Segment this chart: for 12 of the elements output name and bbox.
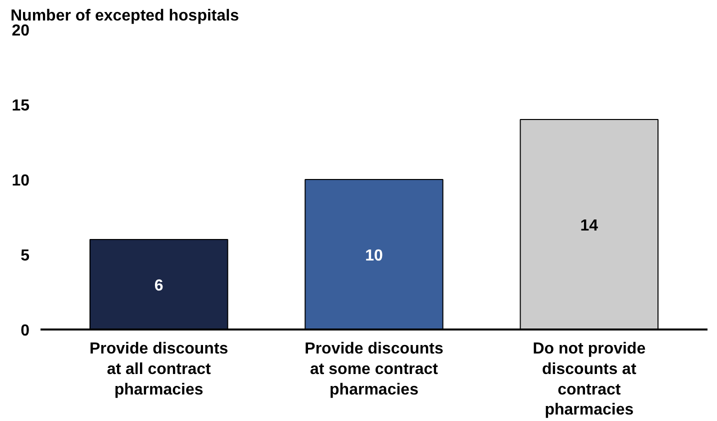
data-label: 14 <box>580 218 598 234</box>
y-tick-label: 0 <box>20 322 30 340</box>
data-label: 6 <box>154 278 164 294</box>
x-tick-label: Do not provide discounts at contract pharmacies <box>532 340 646 419</box>
data-label: 10 <box>365 248 383 264</box>
y-axis-title: Number of excepted hospitals <box>10 8 240 24</box>
y-tick-label: 10 <box>12 172 30 190</box>
x-tick-label: Provide discounts at some contract pharmacies <box>304 340 444 398</box>
y-tick-label: 5 <box>20 248 30 264</box>
y-tick-label: 20 <box>12 22 30 40</box>
x-tick-label: Provide discounts at all contract pharmacies <box>89 340 228 398</box>
y-tick-label: 15 <box>12 98 30 114</box>
